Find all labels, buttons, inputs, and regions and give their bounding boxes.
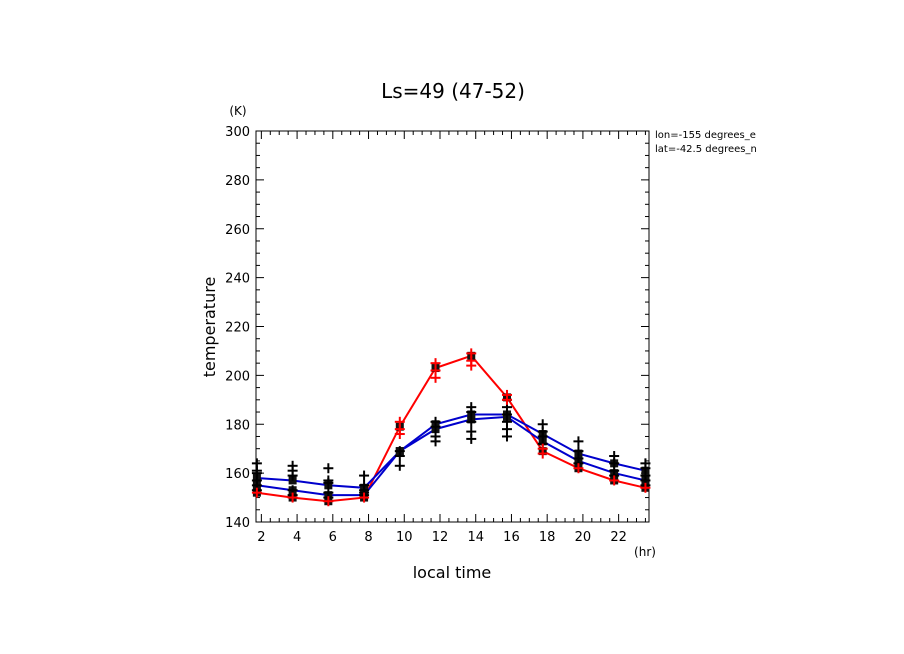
points-layer <box>251 348 651 507</box>
x-axis-label: local time <box>413 563 492 582</box>
y-tick-label: 280 <box>225 174 250 189</box>
y-axis-label: temperature <box>200 277 219 378</box>
red-plus-point <box>640 482 651 493</box>
scatter-plus-point <box>430 421 441 432</box>
y-tick-label: 160 <box>225 467 250 482</box>
red-plus-point <box>501 394 512 405</box>
scatter-plus-point <box>394 451 405 462</box>
x-tick-label: 20 <box>575 530 592 545</box>
series-line-2 <box>256 415 646 497</box>
y-unit-label: (K) <box>229 104 246 118</box>
series-line-1 <box>256 354 646 503</box>
red-plus-point <box>323 496 334 507</box>
y-tick-label: 180 <box>225 418 250 433</box>
annotation-lon: lon=-155 degrees_e <box>655 130 756 141</box>
scatter-plus-point <box>466 416 477 427</box>
x-tick-label: 6 <box>329 530 337 545</box>
x-tick-label: 8 <box>364 530 372 545</box>
scatter-plus-point <box>466 433 477 444</box>
red-plus-point <box>251 487 262 498</box>
chart-title: Ls=49 (47-52) <box>381 79 525 103</box>
red-plus-point <box>466 360 477 371</box>
red-plus-point <box>609 475 620 486</box>
red-plus-point <box>430 372 441 383</box>
y-tick-label: 220 <box>225 321 250 336</box>
scatter-plus-point <box>359 470 370 481</box>
red-plus-point <box>287 492 298 503</box>
x-tick-label: 2 <box>257 530 265 545</box>
y-tick-label: 260 <box>225 223 250 238</box>
plot-frame <box>255 130 650 523</box>
scatter-plus-point <box>501 431 512 442</box>
x-tick-label: 10 <box>396 530 413 545</box>
red-plus-point <box>359 492 370 503</box>
x-tick-label: 22 <box>610 530 627 545</box>
scatter-plus-point <box>466 407 477 418</box>
y-tick-label: 200 <box>225 369 250 384</box>
series-layer <box>252 351 650 506</box>
y-tick-label: 140 <box>225 516 250 531</box>
scatter-plus-point <box>394 460 405 471</box>
x-tick-label: 16 <box>503 530 520 545</box>
x-tick-label: 4 <box>293 530 301 545</box>
red-plus-point <box>537 448 548 459</box>
scatter-plus-point <box>287 470 298 481</box>
x-tick-label: 18 <box>539 530 556 545</box>
scatter-plus-point <box>430 436 441 447</box>
y-axis-ticks: 140 160 180 200 220 240 260 280 300 <box>225 125 649 531</box>
x-unit-label: (hr) <box>634 545 656 559</box>
red-plus-point <box>394 429 405 440</box>
x-tick-label: 12 <box>432 530 449 545</box>
annotation-lat: lat=-42.5 degrees_n <box>655 144 757 155</box>
scatter-plus-point <box>323 463 334 474</box>
y-tick-label: 300 <box>225 125 250 140</box>
series-line-3 <box>256 413 646 489</box>
red-plus-point <box>573 463 584 474</box>
x-axis-ticks: 2 4 6 8 10 12 14 16 18 20 22 <box>257 131 646 545</box>
scatter-plus-point <box>323 477 334 488</box>
x-tick-label: 14 <box>467 530 484 545</box>
scatter-plus-point <box>573 436 584 447</box>
y-tick-label: 240 <box>225 272 250 287</box>
